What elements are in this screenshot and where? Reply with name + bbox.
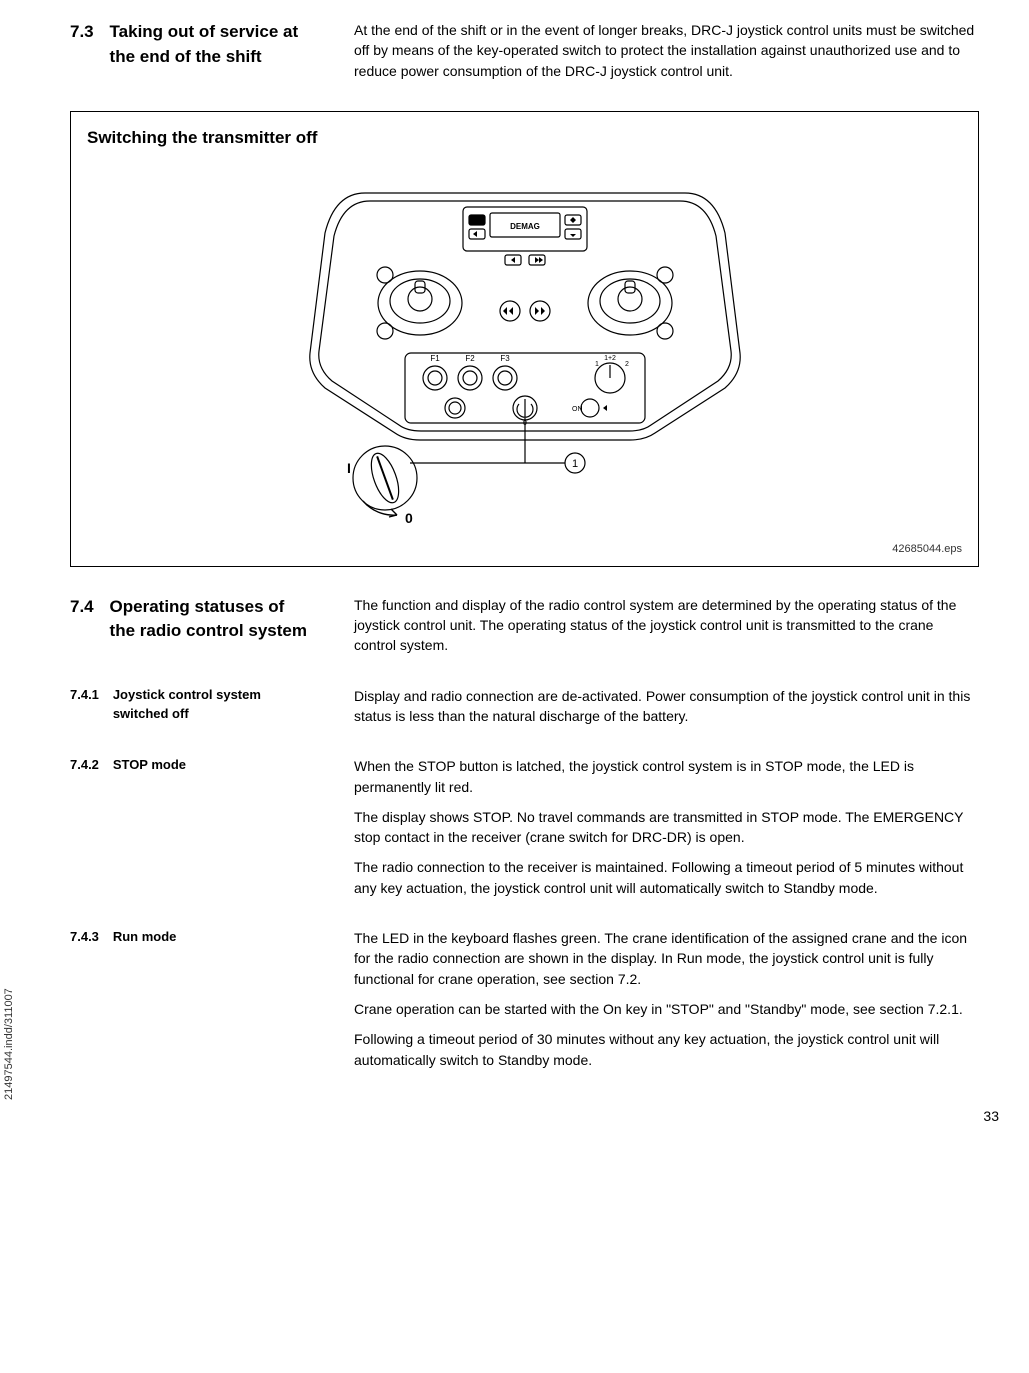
section-7-3-body: At the end of the shift or in the event … bbox=[354, 20, 979, 91]
svg-text:1: 1 bbox=[595, 361, 599, 368]
paragraph: The LED in the keyboard flashes green. T… bbox=[354, 928, 979, 989]
paragraph: Following a timeout period of 30 minutes… bbox=[354, 1029, 979, 1070]
svg-text:ON: ON bbox=[572, 406, 583, 413]
subsection-body: When the STOP button is latched, the joy… bbox=[354, 756, 979, 908]
paragraph: At the end of the shift or in the event … bbox=[354, 20, 979, 81]
subsection-title: Joystick control system switched off bbox=[113, 686, 313, 724]
section-title: Taking out of service at the end of the … bbox=[110, 20, 310, 69]
section-7-4-intro: The function and display of the radio co… bbox=[354, 595, 979, 666]
section-title: Operating statuses of the radio control … bbox=[110, 595, 310, 644]
section-7-3-heading: 7.3 Taking out of service at the end of … bbox=[70, 20, 330, 91]
paragraph: The display shows STOP. No travel comman… bbox=[354, 807, 979, 848]
paragraph: Crane operation can be started with the … bbox=[354, 999, 979, 1019]
section-7-4-3: 7.4.3 Run mode The LED in the keyboard f… bbox=[70, 928, 979, 1080]
paragraph: The function and display of the radio co… bbox=[354, 595, 979, 656]
subsection-heading: 7.4.1 Joystick control system switched o… bbox=[70, 686, 330, 737]
section-7-4-2: 7.4.2 STOP mode When the STOP button is … bbox=[70, 756, 979, 908]
subsection-title: Run mode bbox=[113, 928, 313, 947]
subsection-body: The LED in the keyboard flashes green. T… bbox=[354, 928, 979, 1080]
subsection-title: STOP mode bbox=[113, 756, 313, 775]
figure-caption: 42685044.eps bbox=[87, 542, 962, 558]
figure-switching-transmitter-off: Switching the transmitter off DEMAG bbox=[70, 111, 979, 567]
paragraph: The radio connection to the receiver is … bbox=[354, 857, 979, 898]
svg-text:F3: F3 bbox=[500, 354, 510, 363]
section-number: 7.3 bbox=[70, 20, 94, 45]
svg-text:1+2: 1+2 bbox=[604, 355, 616, 362]
subsection-body: Display and radio connection are de-acti… bbox=[354, 686, 979, 737]
section-7-4: 7.4 Operating statuses of the radio cont… bbox=[70, 595, 979, 666]
subsection-number: 7.4.1 bbox=[70, 686, 99, 705]
svg-text:F1: F1 bbox=[430, 354, 440, 363]
svg-text:1: 1 bbox=[571, 458, 577, 470]
transmitter-diagram: DEMAG bbox=[87, 163, 962, 538]
svg-text:2: 2 bbox=[625, 361, 629, 368]
section-number: 7.4 bbox=[70, 595, 94, 620]
svg-text:I: I bbox=[347, 460, 351, 476]
subsection-heading: 7.4.2 STOP mode bbox=[70, 756, 330, 908]
svg-text:DEMAG: DEMAG bbox=[510, 222, 540, 231]
subsection-number: 7.4.2 bbox=[70, 756, 99, 775]
page-number: 33 bbox=[983, 1106, 999, 1126]
svg-text:F2: F2 bbox=[465, 354, 475, 363]
figure-title: Switching the transmitter off bbox=[87, 126, 962, 151]
subsection-number: 7.4.3 bbox=[70, 928, 99, 947]
paragraph: Display and radio connection are de-acti… bbox=[354, 686, 979, 727]
paragraph: When the STOP button is latched, the joy… bbox=[354, 756, 979, 797]
section-7-4-1: 7.4.1 Joystick control system switched o… bbox=[70, 686, 979, 737]
subsection-heading: 7.4.3 Run mode bbox=[70, 928, 330, 1080]
svg-text:0: 0 bbox=[405, 510, 413, 526]
section-7-4-heading: 7.4 Operating statuses of the radio cont… bbox=[70, 595, 330, 666]
doc-reference: 21497544.indd/311007 bbox=[2, 988, 18, 1100]
section-7-3: 7.3 Taking out of service at the end of … bbox=[70, 20, 979, 91]
